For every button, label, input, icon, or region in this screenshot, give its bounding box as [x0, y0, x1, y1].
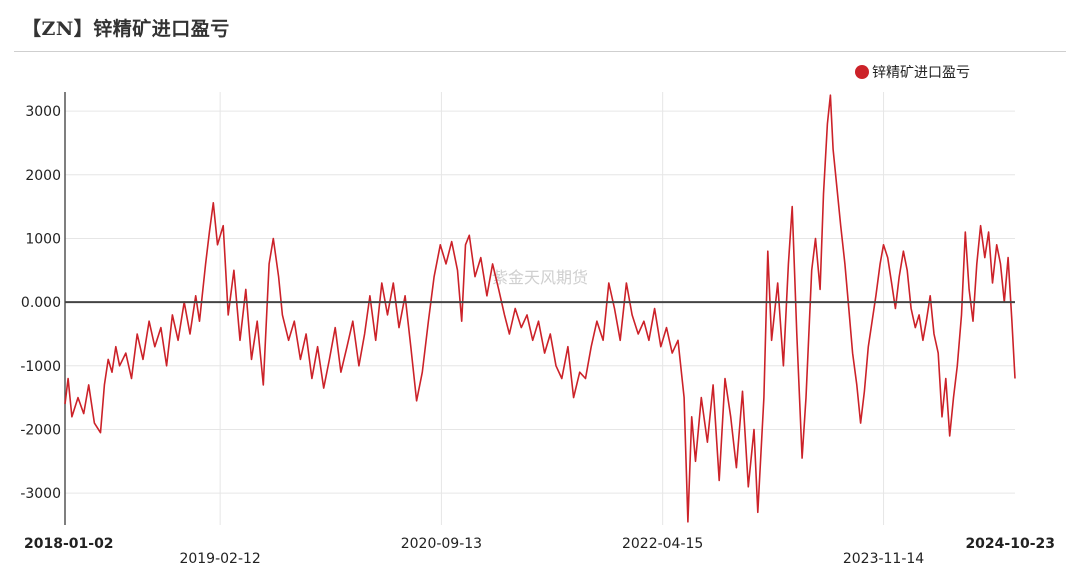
series-layer [64, 94, 1016, 523]
y-tick-label: -3000 [20, 486, 61, 502]
page-title: 【ZN】锌精矿进口盈亏 [22, 18, 230, 40]
x-tick: 2024-10-23 [965, 536, 1055, 552]
x-axis: 2018-01-02 2019-02-12 2020-09-13 2022-04-15… [24, 536, 1055, 567]
x-tick-label: 2024-10-23 [965, 536, 1055, 552]
y-tick: 0.000 [21, 295, 61, 311]
y-tick-label: 3000 [25, 104, 61, 120]
y-tick: 1000 [25, 231, 61, 247]
y-tick: 2000 [25, 168, 61, 184]
legend[interactable]: 锌精矿进口盈亏 [855, 65, 970, 81]
x-tick: 2020-09-13 [401, 536, 482, 552]
x-tick: 2019-02-12 [179, 551, 260, 567]
x-tick: 2023-11-14 [843, 551, 924, 567]
grid-layer [65, 92, 1015, 525]
x-tick: 2018-01-02 [24, 536, 114, 552]
y-tick: -1000 [20, 359, 61, 375]
y-tick-label: 0.000 [21, 295, 61, 311]
x-tick-label: 2018-01-02 [24, 536, 114, 552]
x-tick-label: 2023-11-14 [843, 551, 924, 567]
x-tick-label: 2022-04-15 [622, 536, 703, 552]
title-divider [14, 51, 1066, 52]
watermark: 紫金天风期货 [492, 268, 588, 287]
y-tick: 3000 [25, 104, 61, 120]
x-tick-label: 2020-09-13 [401, 536, 482, 552]
y-tick-label: 2000 [25, 168, 61, 184]
y-tick-label: -1000 [20, 359, 61, 375]
y-tick-label: -2000 [20, 422, 61, 438]
x-tick-label: 2019-02-12 [179, 551, 260, 567]
y-tick: -2000 [20, 422, 61, 438]
series-line [64, 94, 1016, 523]
y-tick-label: 1000 [25, 231, 61, 247]
legend-marker [855, 65, 869, 79]
x-tick: 2022-04-15 [622, 536, 703, 552]
y-axis: 3000 2000 1000 0.000 -1000 -2000 -3000 [20, 92, 66, 525]
y-tick: -3000 [20, 486, 61, 502]
legend-label: 锌精矿进口盈亏 [872, 65, 970, 81]
